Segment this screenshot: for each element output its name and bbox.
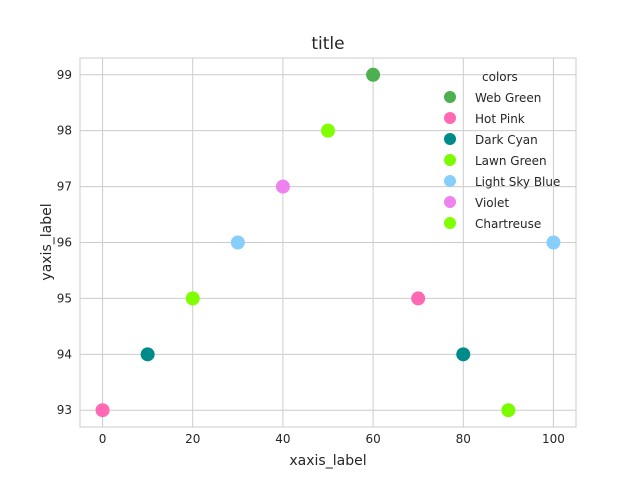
x-tick-label: 20 xyxy=(185,432,200,446)
x-tick-label: 40 xyxy=(275,432,290,446)
x-tick-label: 100 xyxy=(542,432,565,446)
y-tick-label: 97 xyxy=(57,180,72,194)
data-point xyxy=(230,235,245,250)
legend-label: Violet xyxy=(475,196,509,210)
legend-marker xyxy=(444,154,456,166)
legend: colors Web Green Hot Pink Dark Cyan Lawn Gr… xyxy=(444,70,560,231)
data-point xyxy=(366,67,381,82)
legend-marker xyxy=(444,112,456,124)
y-tick-label: 95 xyxy=(57,291,72,305)
legend-marker xyxy=(444,196,456,208)
data-points xyxy=(95,67,561,418)
chart-title: title xyxy=(311,34,344,54)
legend-label: Light Sky Blue xyxy=(475,175,560,189)
y-tick-label: 96 xyxy=(57,236,72,250)
data-point xyxy=(411,291,426,306)
y-tick-label: 93 xyxy=(57,403,72,417)
plot-frame xyxy=(79,57,577,428)
axes: 0 20 40 60 80 100 93 94 95 96 97 98 99 xyxy=(57,57,577,446)
y-axis-label: yaxis_label xyxy=(39,203,55,280)
data-point xyxy=(546,235,561,250)
legend-label: Dark Cyan xyxy=(475,133,538,147)
legend-label: Web Green xyxy=(475,91,541,105)
x-axis-label: xaxis_label xyxy=(289,453,366,469)
legend-title: colors xyxy=(482,70,518,84)
data-point xyxy=(501,403,516,418)
legend-label: Hot Pink xyxy=(475,112,525,126)
data-point xyxy=(140,347,155,362)
gridlines xyxy=(80,58,576,427)
x-tick-label: 60 xyxy=(365,432,380,446)
legend-marker xyxy=(444,175,456,187)
data-point xyxy=(456,347,471,362)
legend-marker xyxy=(444,217,456,229)
y-tick-label: 94 xyxy=(57,347,72,361)
data-point xyxy=(275,179,290,194)
data-point xyxy=(95,403,110,418)
legend-label: Chartreuse xyxy=(475,217,541,231)
x-tick-label: 0 xyxy=(99,432,107,446)
data-point xyxy=(185,291,200,306)
x-tick-label: 80 xyxy=(456,432,471,446)
legend-label: Lawn Green xyxy=(475,154,547,168)
legend-marker xyxy=(444,91,456,103)
y-tick-label: 98 xyxy=(57,124,72,138)
data-point xyxy=(321,123,335,138)
y-tick-label: 99 xyxy=(57,68,72,82)
legend-marker xyxy=(444,133,456,145)
